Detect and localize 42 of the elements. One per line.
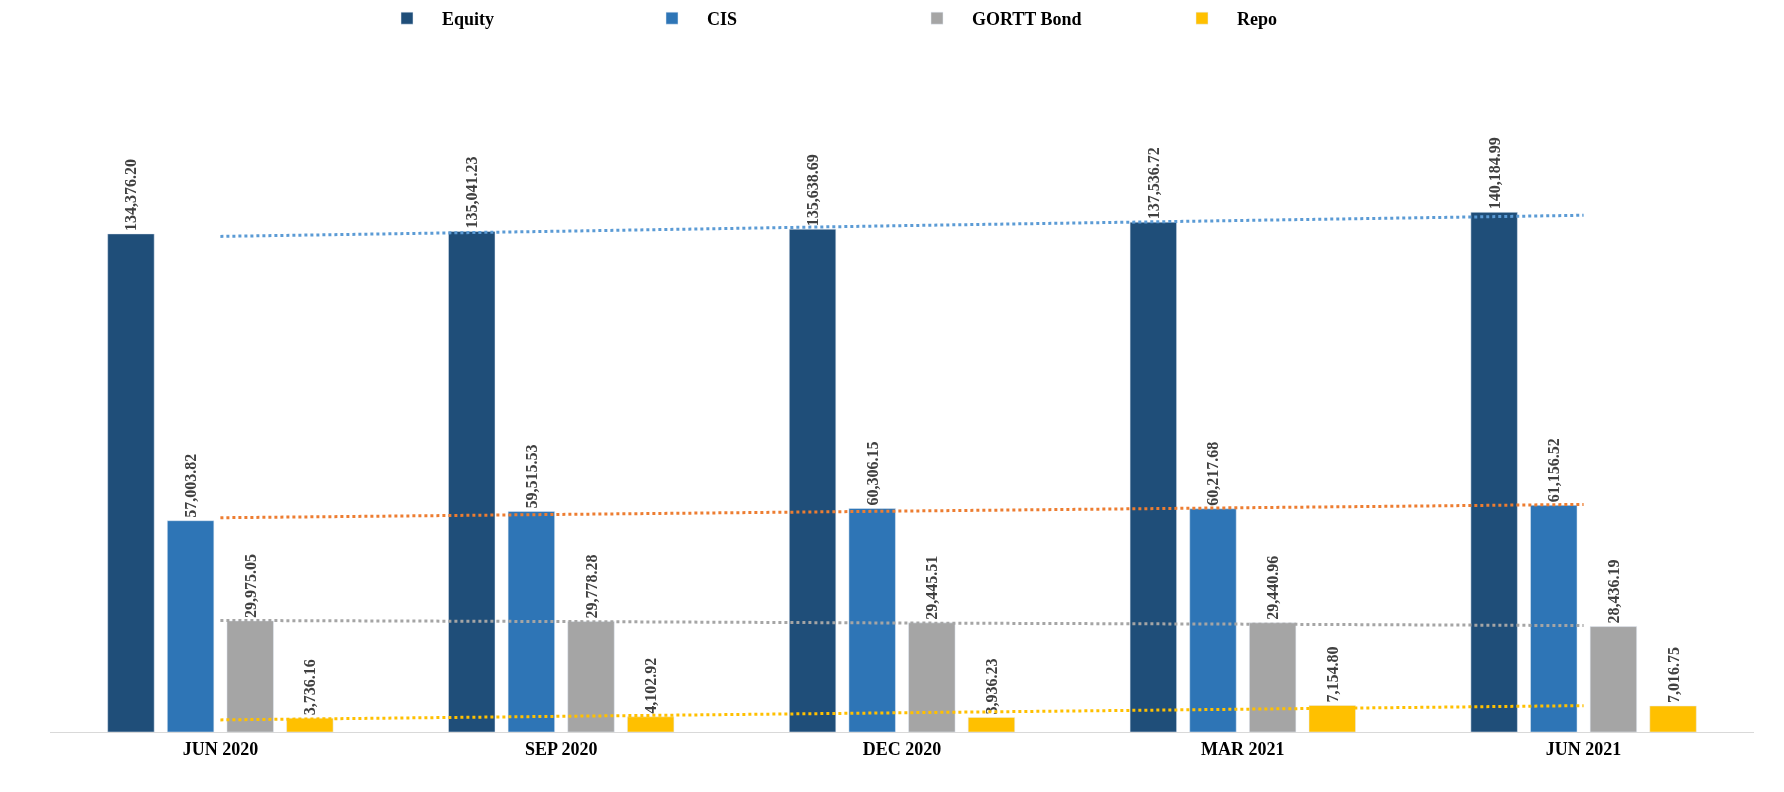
bar bbox=[967, 717, 1015, 732]
bar bbox=[1189, 508, 1237, 732]
x-tick-label: DEC 2020 bbox=[862, 738, 942, 759]
bar bbox=[448, 231, 496, 732]
data-label: 59,515.53 bbox=[522, 444, 540, 509]
bar bbox=[107, 233, 155, 732]
data-label: 28,436.19 bbox=[1604, 559, 1622, 624]
bar bbox=[167, 520, 215, 732]
x-tick-label: JUN 2020 bbox=[182, 738, 259, 759]
data-label: 7,154.80 bbox=[1323, 646, 1341, 703]
x-tick-label: SEP 2020 bbox=[524, 738, 598, 759]
legend-label: Repo bbox=[1237, 9, 1277, 30]
legend-label: CIS bbox=[707, 9, 738, 30]
bar bbox=[1470, 212, 1518, 732]
data-label: 60,217.68 bbox=[1204, 441, 1222, 506]
data-label: 4,102.92 bbox=[642, 657, 660, 714]
bar bbox=[789, 228, 837, 732]
bar bbox=[1129, 221, 1177, 732]
data-label: 57,003.82 bbox=[182, 453, 200, 518]
data-label: 134,376.20 bbox=[122, 158, 140, 231]
bar bbox=[1649, 705, 1697, 732]
bar bbox=[507, 511, 555, 732]
data-label: 3,936.23 bbox=[982, 658, 1000, 715]
legend-label: Equity bbox=[442, 9, 495, 30]
x-tick-label: JUN 2021 bbox=[1545, 738, 1622, 759]
data-label: 135,041.23 bbox=[463, 156, 481, 229]
bar bbox=[848, 508, 896, 732]
data-label: 140,184.99 bbox=[1485, 137, 1503, 210]
data-label: 29,975.05 bbox=[241, 553, 259, 618]
data-label: 3,736.16 bbox=[301, 659, 319, 716]
bar bbox=[1530, 505, 1578, 732]
data-label: 135,638.69 bbox=[804, 154, 822, 227]
data-label: 29,778.28 bbox=[582, 554, 600, 619]
x-tick-label: MAR 2021 bbox=[1201, 738, 1285, 759]
legend-label: GORTT Bond bbox=[972, 9, 1082, 30]
data-label: 60,306.15 bbox=[863, 441, 881, 506]
data-label: 137,536.72 bbox=[1144, 147, 1162, 220]
data-label: 29,445.51 bbox=[923, 555, 941, 620]
data-label: 29,440.96 bbox=[1264, 555, 1282, 620]
data-label: 61,156.52 bbox=[1545, 438, 1563, 503]
bar bbox=[1589, 626, 1637, 732]
data-label: 7,016.75 bbox=[1664, 646, 1682, 703]
